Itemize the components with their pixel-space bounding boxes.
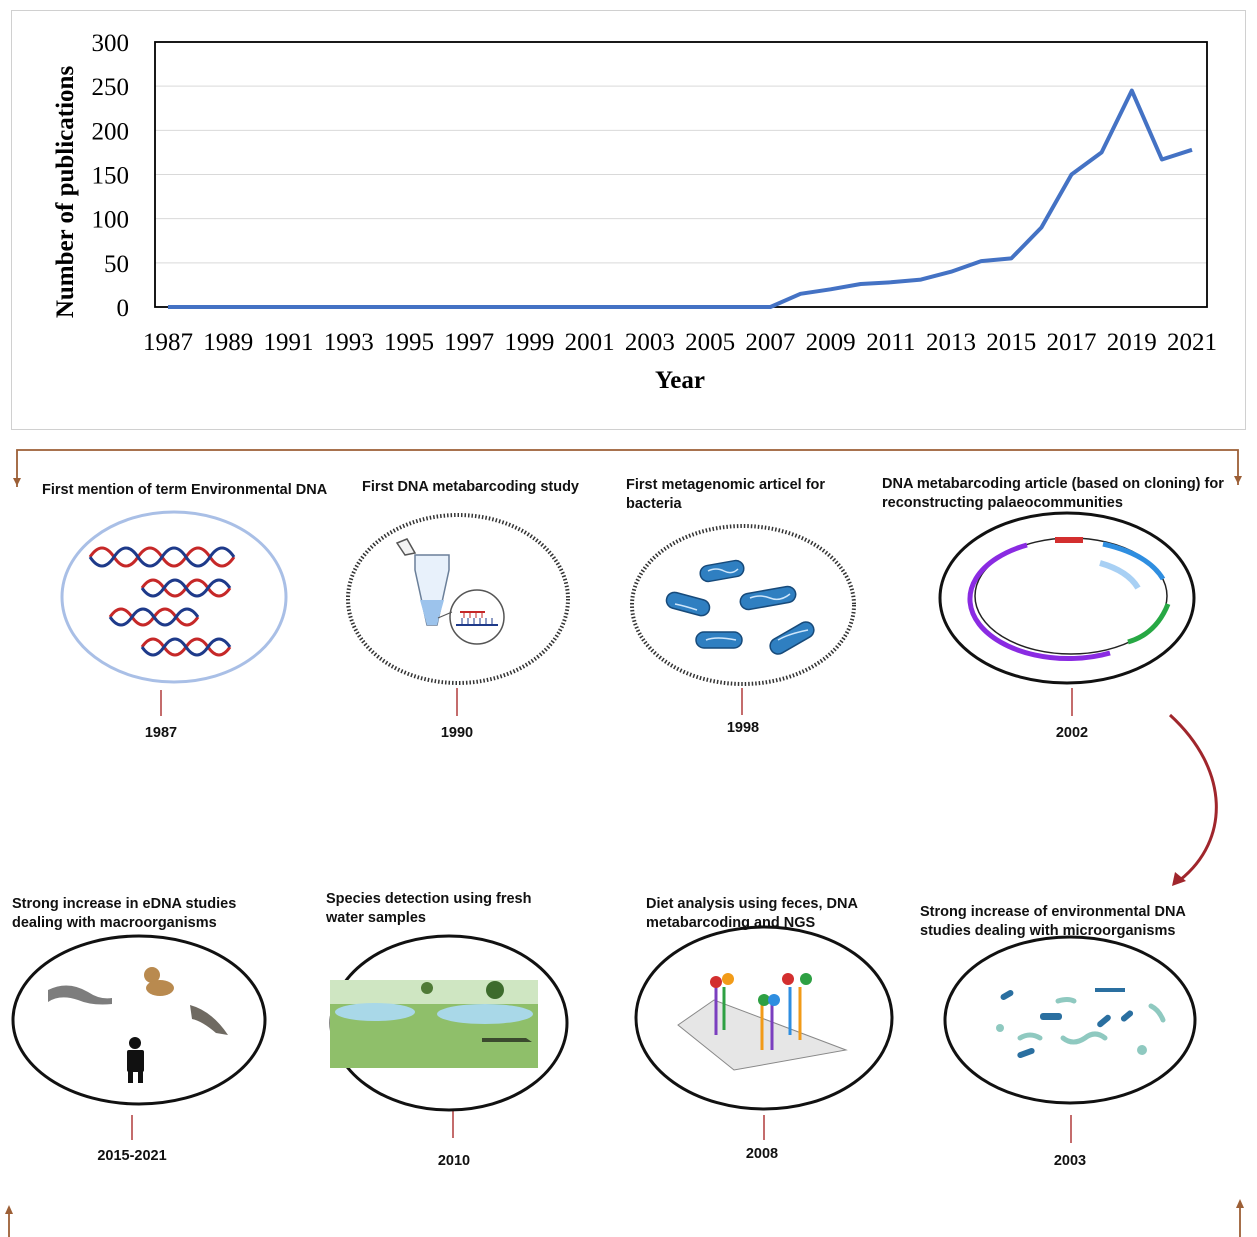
timeline-turn-arrow <box>1168 713 1218 882</box>
panel-title-1987: First mention of term Environmental DNA <box>42 482 328 498</box>
x-tick-label: 2019 <box>1107 329 1157 356</box>
x-tick-label: 1997 <box>444 329 494 356</box>
panel-title-2010: Species detection using fresh water samp… <box>326 891 532 926</box>
y-tick-label: 50 <box>104 251 129 278</box>
pcr-tube-icon <box>346 513 570 685</box>
frame-arrow-left-down <box>13 478 21 486</box>
microorganisms-icon <box>943 935 1197 1105</box>
x-tick-label: 2021 <box>1167 329 1217 356</box>
bacteria-icon <box>630 524 856 686</box>
freshwater-landscape-icon <box>329 934 569 1112</box>
animals-icon <box>11 934 267 1106</box>
x-tick-label: 1995 <box>384 329 434 356</box>
chart-frame <box>11 10 1246 430</box>
publications-line-chart: 0 50 100 150 200 250 300 1987 1989 1991 1993 1995 1… <box>52 30 1217 394</box>
x-tick-label: 2007 <box>745 329 795 356</box>
y-tick-label: 150 <box>92 163 130 190</box>
x-tick-label: 1989 <box>203 329 253 356</box>
x-tick-label: 2005 <box>685 329 735 356</box>
y-tick-label: 100 <box>92 207 130 234</box>
x-tick-label: 2001 <box>565 329 615 356</box>
x-tick-label: 2003 <box>625 329 675 356</box>
panel-year-1987: 1987 <box>144 725 178 741</box>
dna-helix-icon <box>60 510 288 684</box>
panel-year-2008: 2008 <box>745 1146 779 1162</box>
y-tick-label: 250 <box>92 74 130 101</box>
panel-year-2003: 2003 <box>1053 1153 1087 1169</box>
panel-title-2002: DNA metabarcoding article (based on clon… <box>882 476 1224 511</box>
x-tick-label: 1993 <box>324 329 374 356</box>
x-tick-label: 2015 <box>986 329 1036 356</box>
x-tick-label: 1987 <box>143 329 193 356</box>
x-tick-label: 2009 <box>806 329 856 356</box>
x-tick-label: 2017 <box>1047 329 1097 356</box>
panel-title-2015-2021: Strong increase in eDNA studies dealing … <box>12 896 237 931</box>
dna-microarray-icon <box>634 925 894 1111</box>
turn-arrow-head <box>1172 872 1186 886</box>
panel-title-2008: Diet analysis using feces, DNA metabarco… <box>646 896 858 931</box>
panel-year-2002: 2002 <box>1055 725 1089 741</box>
y-axis-label: Number of publications <box>52 66 79 319</box>
x-axis-label: Year <box>655 367 705 394</box>
panel-year-2015-2021: 2015-2021 <box>97 1148 167 1164</box>
panel-year-1990: 1990 <box>440 725 474 741</box>
panel-year-2010: 2010 <box>437 1153 471 1169</box>
series-line-publications <box>168 88 1193 309</box>
x-tick-label: 2011 <box>866 329 915 356</box>
panel-year-1998: 1998 <box>726 720 760 736</box>
panel-title-1990: First DNA metabarcoding study <box>362 479 579 495</box>
x-tick-label: 1991 <box>263 329 313 356</box>
panel-title-1998: First metagenomic articel for bacteria <box>626 477 826 512</box>
y-tick-label: 200 <box>92 118 130 145</box>
panel-title-2003: Strong increase of environmental DNA stu… <box>920 904 1186 939</box>
x-tick-label: 1999 <box>504 329 554 356</box>
y-tick-label: 300 <box>92 30 130 57</box>
x-tick-label: 2013 <box>926 329 976 356</box>
y-tick-label: 0 <box>117 295 130 322</box>
plasmid-icon <box>938 511 1196 685</box>
